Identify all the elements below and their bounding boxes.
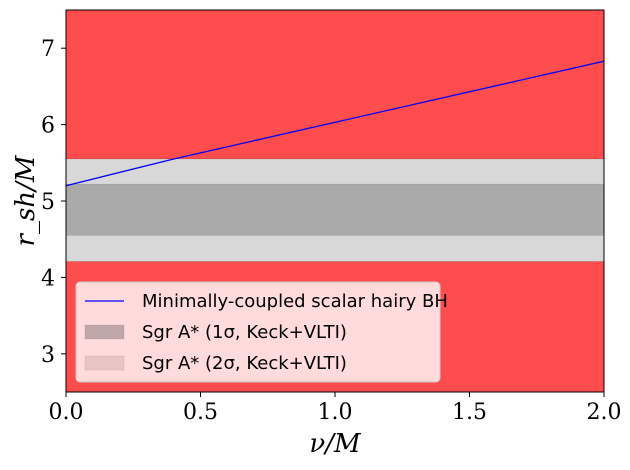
- legend: Minimally-coupled scalar hairy BH Sgr A* …: [75, 281, 448, 383]
- x-tick-label: 2.0: [587, 400, 622, 425]
- y-axis: 3 4 5 6 7: [41, 37, 66, 368]
- y-tick-label: 7: [41, 37, 55, 62]
- y-axis-label: r_sh/M: [11, 154, 41, 246]
- legend-label: Minimally-coupled scalar hairy BH: [142, 291, 448, 312]
- band-0: [65, 9, 605, 160]
- x-axis: 0.0 0.5 1.0 1.5 2.0: [49, 392, 622, 425]
- x-tick-label: 1.0: [318, 400, 353, 425]
- legend-label: Sgr A* (2σ, Keck+VLTI): [142, 353, 347, 374]
- series-line-0: [65, 60, 605, 187]
- x-tick-label: 1.5: [452, 400, 487, 425]
- band-3: [65, 183, 605, 236]
- legend-patch-swatch: [84, 355, 125, 371]
- legend-label: Sgr A* (1σ, Keck+VLTI): [142, 322, 347, 343]
- legend-patch-swatch: [84, 324, 125, 340]
- y-tick-label: 6: [41, 114, 55, 139]
- legend-box: [75, 281, 441, 383]
- y-tick-label: 3: [41, 343, 55, 368]
- y-tick-label: 5: [41, 190, 55, 215]
- y-tick-label: 4: [41, 266, 55, 291]
- x-axis-label: ν/M: [309, 429, 362, 459]
- x-tick-label: 0.5: [183, 400, 218, 425]
- x-tick-label: 0.0: [49, 400, 84, 425]
- series-layer: [65, 60, 605, 187]
